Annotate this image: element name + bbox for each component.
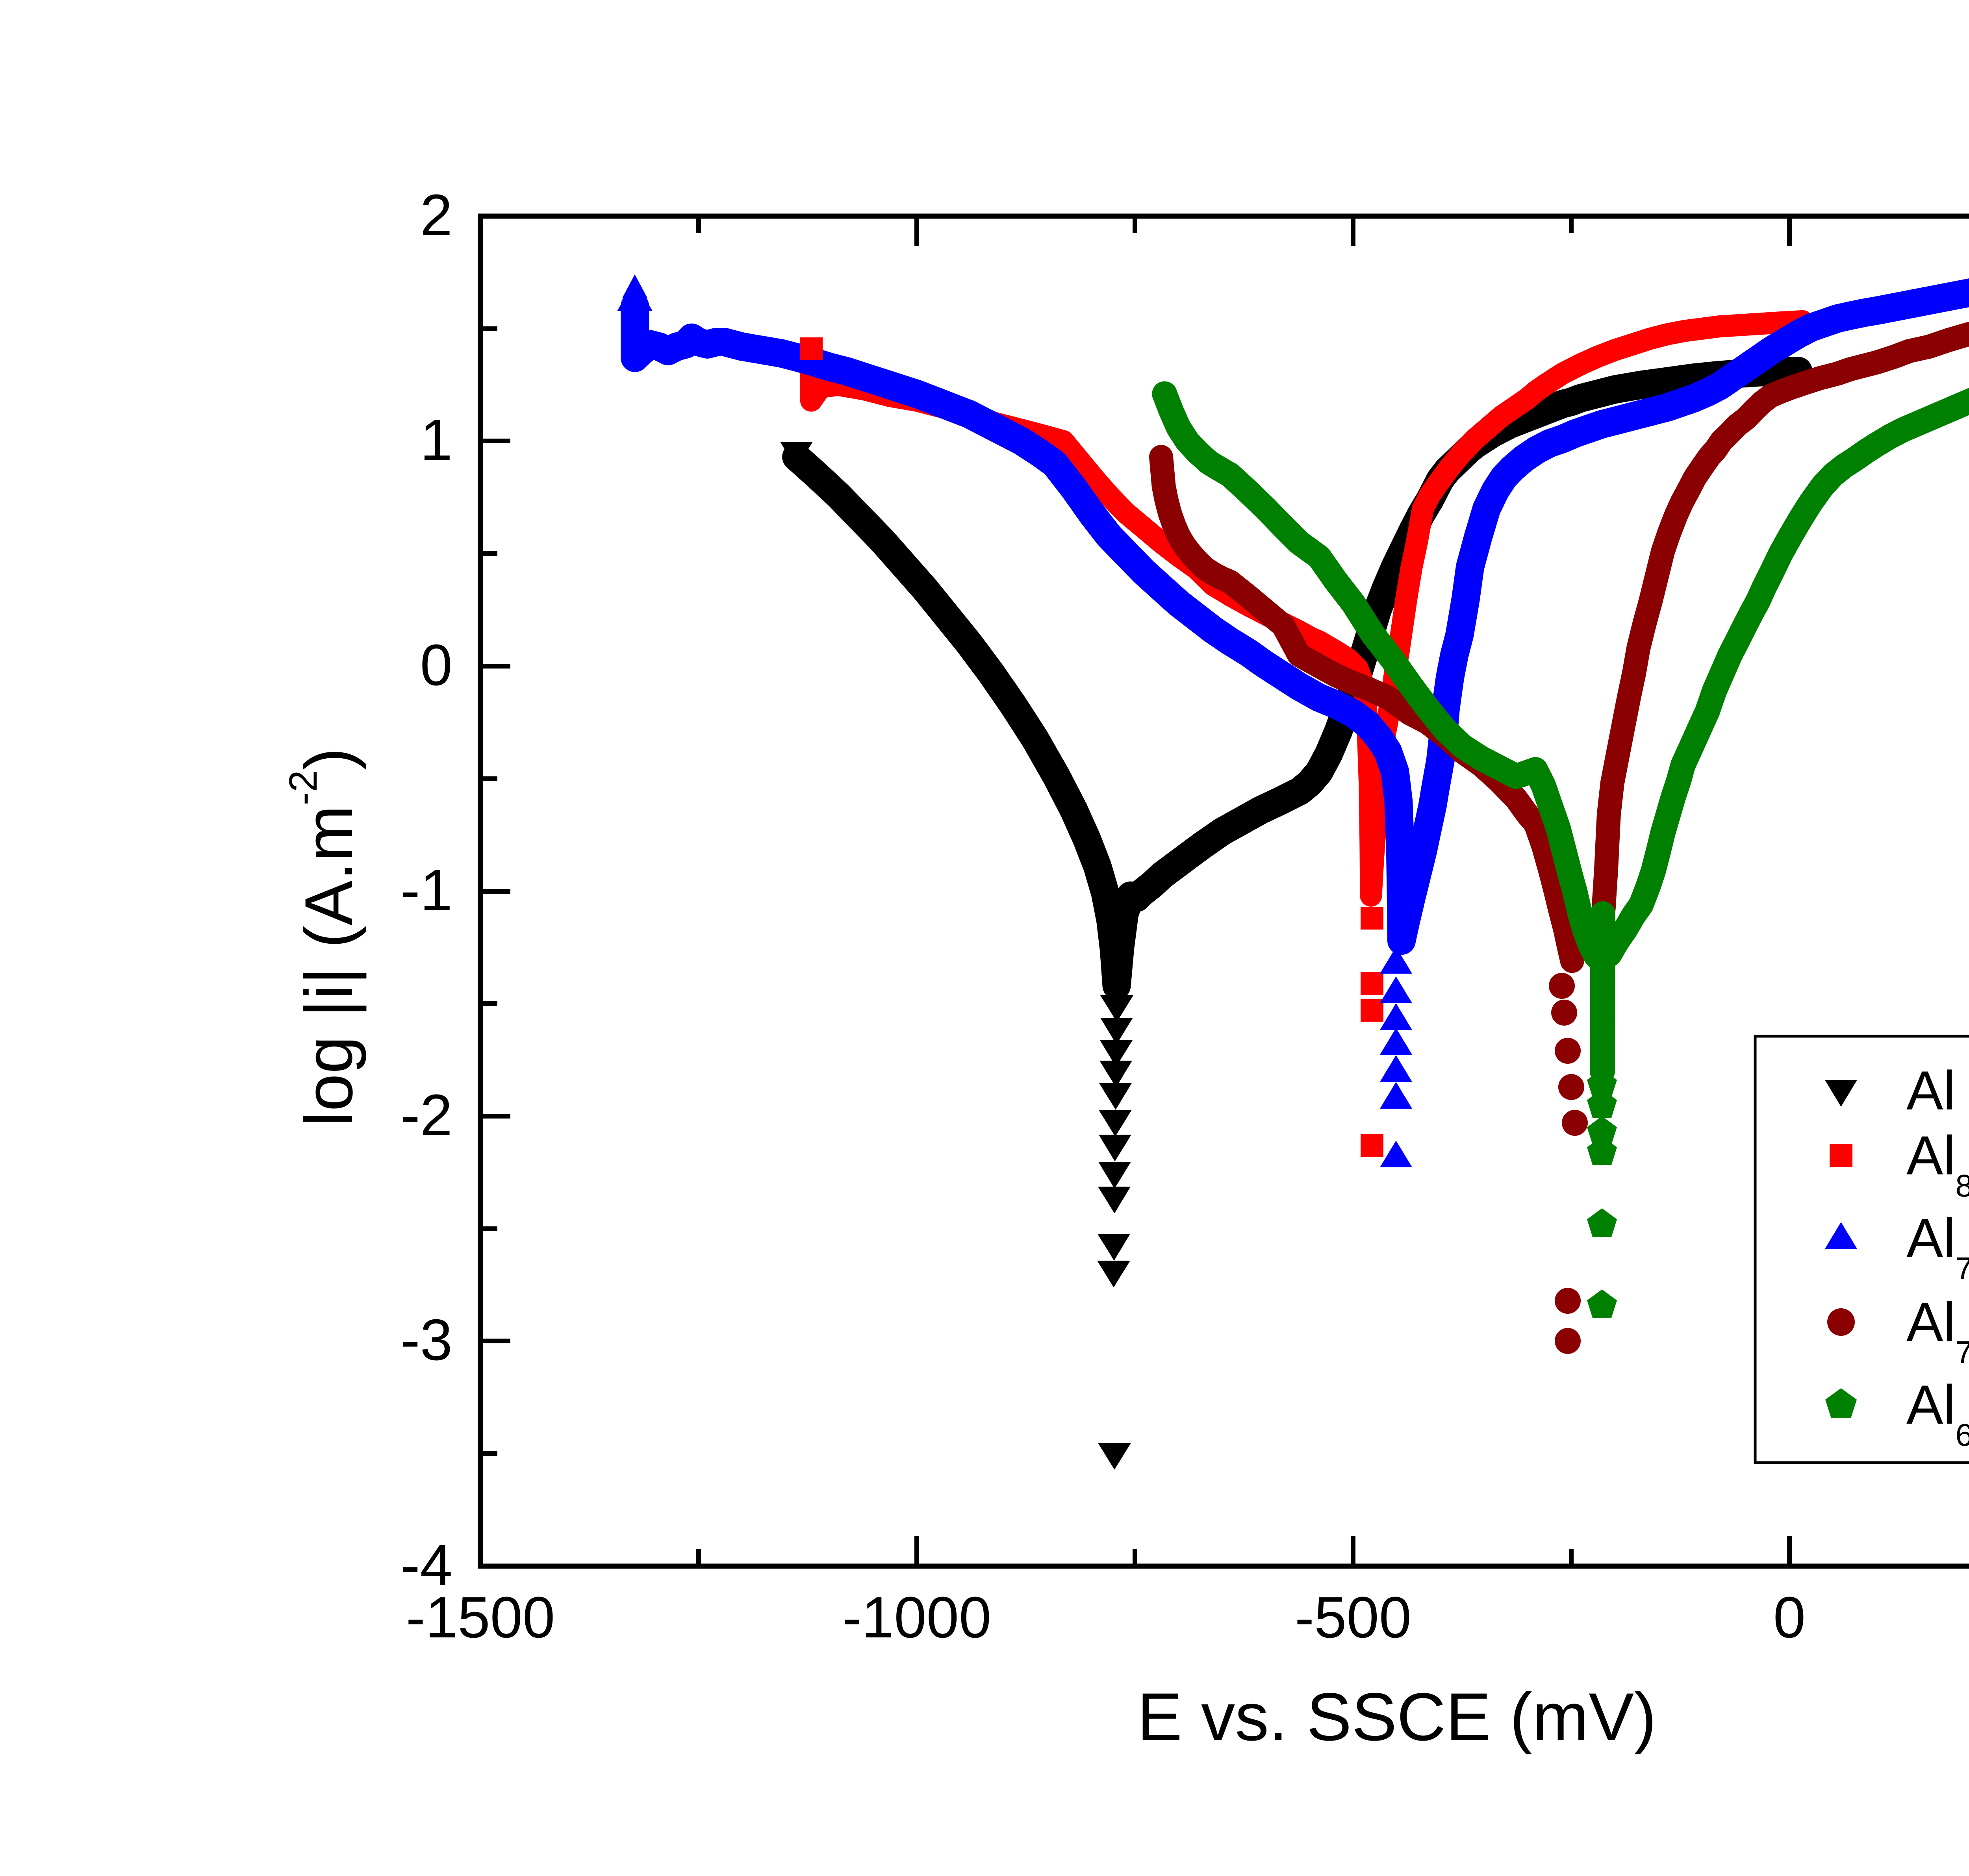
svg-text:0: 0 bbox=[420, 633, 452, 698]
svg-text:-1: -1 bbox=[400, 858, 452, 923]
svg-text:-4: -4 bbox=[400, 1533, 452, 1598]
svg-text:Al: Al bbox=[1906, 1059, 1955, 1121]
svg-text:-3: -3 bbox=[400, 1307, 452, 1372]
svg-text:-1500: -1500 bbox=[406, 1585, 555, 1650]
svg-text:0: 0 bbox=[1773, 1585, 1806, 1650]
svg-text:log |i| (A.m-2): log |i| (A.m-2) bbox=[281, 748, 367, 1126]
svg-text:-1000: -1000 bbox=[842, 1585, 992, 1650]
svg-text:2: 2 bbox=[420, 183, 452, 248]
svg-text:-500: -500 bbox=[1295, 1585, 1411, 1650]
svg-text:-2: -2 bbox=[400, 1083, 452, 1148]
svg-text:E vs. SSCE (mV): E vs. SSCE (mV) bbox=[1137, 1679, 1657, 1755]
svg-text:1: 1 bbox=[420, 407, 452, 472]
